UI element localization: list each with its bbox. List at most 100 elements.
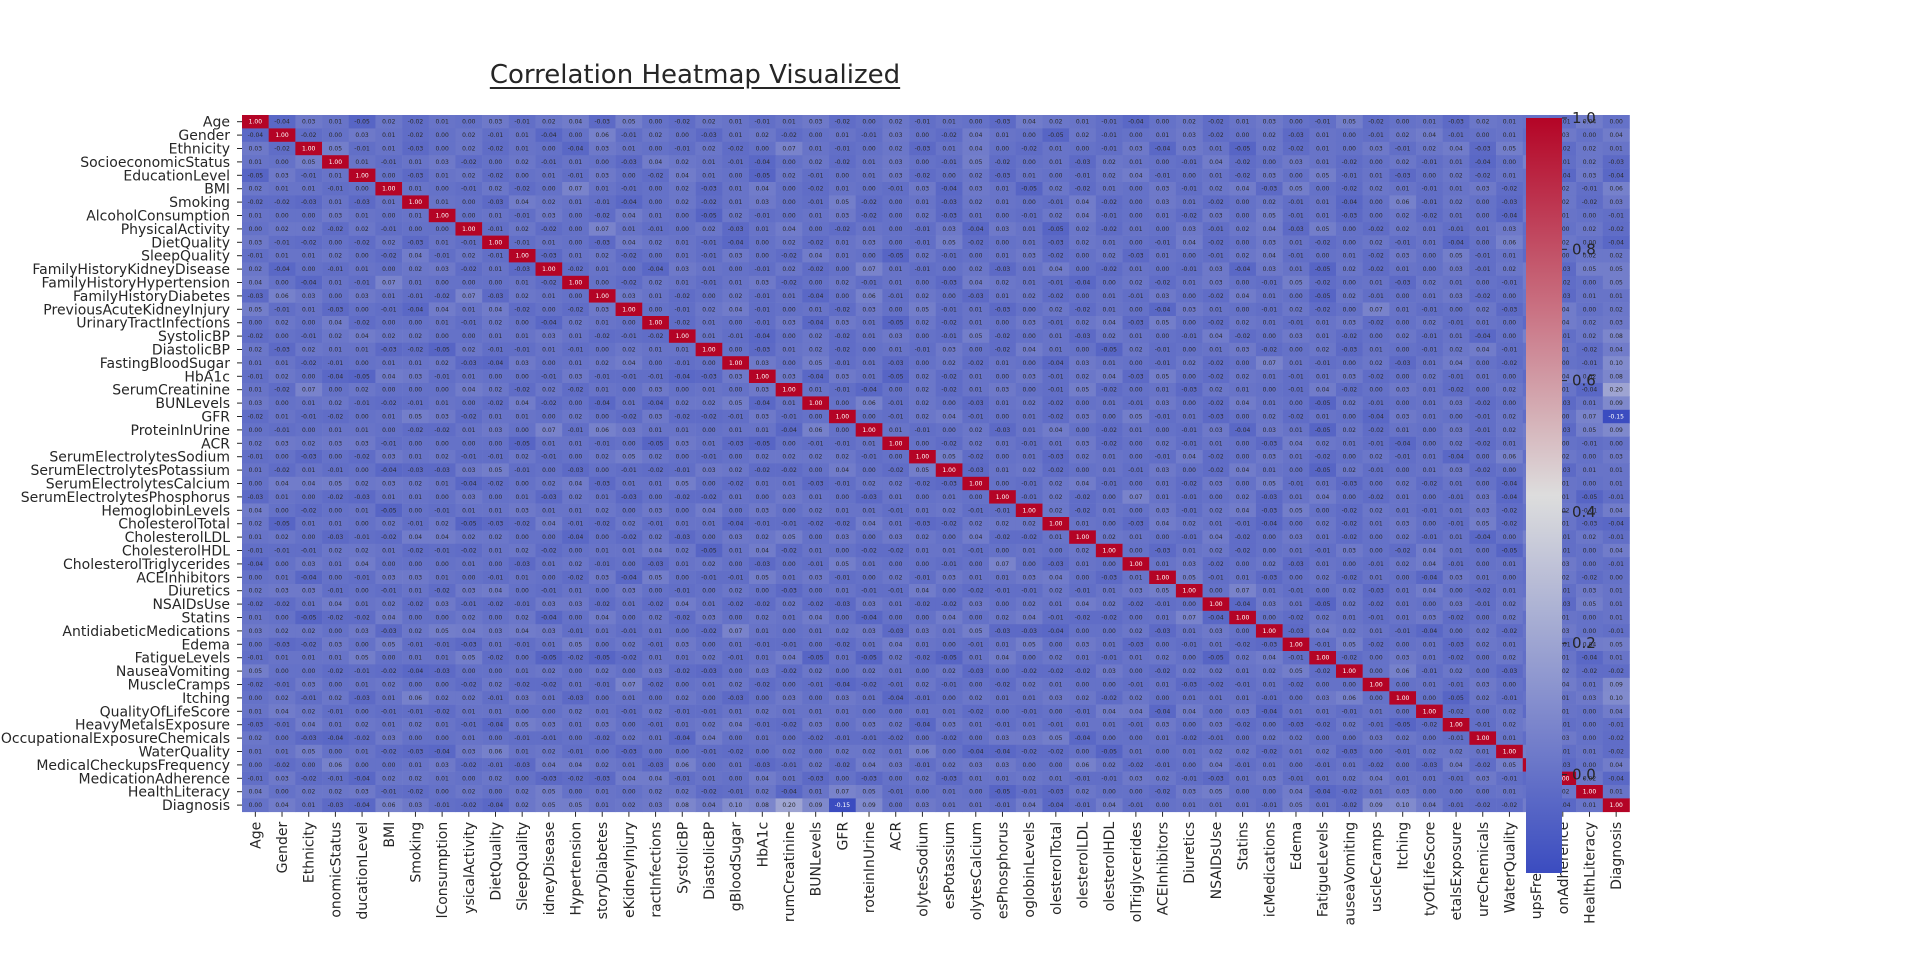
heatmap-cell-value: -0.02 [594, 735, 610, 742]
heatmap-cell-value: 0.01 [1449, 159, 1463, 166]
heatmap-cell-value: 0.05 [1289, 186, 1303, 193]
heatmap-cell-value: 0.01 [1476, 226, 1490, 233]
heatmap-cell-value: 0.00 [435, 132, 449, 139]
heatmap-cell [1069, 222, 1097, 236]
heatmap-cell [989, 168, 1017, 183]
heatmap-cell-value: 0.01 [1209, 347, 1223, 354]
heatmap-cell-value: 0.01 [1156, 735, 1170, 742]
heatmap-cell-value: -0.01 [461, 239, 477, 246]
heatmap-cell-value: 0.03 [1263, 601, 1277, 608]
heatmap-cell-value: -0.03 [621, 159, 637, 166]
heatmap-cell-value: 0.01 [729, 280, 743, 287]
heatmap-cell [935, 222, 963, 236]
heatmap-cell-value: -0.05 [381, 507, 397, 514]
heatmap-cell-value: 0.00 [916, 668, 930, 675]
heatmap-cell-value: -0.02 [434, 588, 450, 595]
heatmap-cell-value: 0.02 [596, 253, 610, 260]
heatmap-cell [1175, 155, 1203, 169]
heatmap-cell [1309, 155, 1337, 169]
heatmap-cell-value: 0.02 [1209, 749, 1223, 756]
heatmap-cell-value: 0.04 [702, 735, 716, 742]
heatmap-cell-value: 0.00 [275, 400, 289, 407]
heatmap-cell [535, 141, 563, 156]
heatmap-cell-value: 0.06 [489, 749, 503, 756]
heatmap-cell-value: 0.00 [275, 333, 289, 340]
heatmap-cell-value: 0.05 [302, 749, 316, 756]
heatmap-cell-value: 0.00 [649, 494, 663, 501]
heatmap-cell-value: 1.00 [1022, 507, 1036, 514]
heatmap-cell-value: 0.01 [809, 494, 823, 501]
heatmap-cell-value: 0.02 [569, 708, 583, 715]
heatmap-cell-value: 0.05 [942, 454, 956, 461]
heatmap-cell [242, 128, 269, 143]
heatmap-cell-value: 0.01 [1583, 467, 1597, 474]
heatmap-cell-value: 0.01 [1476, 373, 1490, 380]
heatmap-cell [1602, 128, 1630, 143]
heatmap-cell-value: 0.06 [275, 293, 289, 300]
heatmap-cell-value: -0.01 [1368, 132, 1384, 139]
heatmap-cell [1416, 182, 1444, 196]
heatmap-cell-value: 0.02 [889, 722, 903, 729]
heatmap-cell-value: 0.00 [862, 708, 876, 715]
heatmap-cell-value: 0.00 [916, 132, 930, 139]
heatmap-cell-value: -0.01 [408, 400, 424, 407]
heatmap-cell-value: 0.03 [489, 628, 503, 635]
heatmap-cell-value: 0.03 [1156, 293, 1170, 300]
heatmap-cell-value: -0.01 [1422, 306, 1438, 313]
heatmap-cell-value: -0.02 [781, 132, 797, 139]
heatmap-cell [375, 222, 403, 236]
heatmap-cell-value: 0.01 [489, 507, 503, 514]
heatmap-cell-value: 0.02 [916, 387, 930, 394]
heatmap-cell-value: 0.01 [1449, 548, 1463, 555]
heatmap-cell-value: 0.01 [1236, 387, 1250, 394]
heatmap-cell [535, 168, 563, 183]
heatmap-cell-value: -0.03 [1368, 588, 1384, 595]
heatmap-cell-value: 0.00 [996, 481, 1010, 488]
heatmap-cell-value: 0.01 [409, 213, 423, 220]
heatmap-cell [1602, 168, 1630, 183]
heatmap-cell-value: 0.00 [596, 159, 610, 166]
heatmap-cell-value: 0.00 [756, 239, 770, 246]
heatmap-cell-value: 0.00 [1583, 615, 1597, 622]
heatmap-cell-value: 0.01 [969, 655, 983, 662]
heatmap-cell-value: 0.00 [1183, 373, 1197, 380]
heatmap-cell-value: -0.01 [1342, 172, 1358, 179]
heatmap-cell-value: 0.03 [942, 347, 956, 354]
heatmap-cell [962, 182, 990, 196]
heatmap-cell-value: 0.03 [862, 306, 876, 313]
heatmap-cell-value: 0.01 [489, 266, 503, 273]
heatmap-cell-value: 0.00 [1156, 749, 1170, 756]
heatmap-cell-value: 0.01 [836, 708, 850, 715]
heatmap-cell-value: 0.02 [1103, 333, 1117, 340]
heatmap-cell [855, 115, 883, 129]
heatmap-cell-value: 0.02 [969, 266, 983, 273]
heatmap-cell-value: 0.05 [1263, 213, 1277, 220]
heatmap-cell-value: 0.00 [275, 615, 289, 622]
heatmap-cell-value: 0.00 [302, 494, 316, 501]
heatmap-cell-value: -0.01 [968, 414, 984, 421]
heatmap-cell-value: 0.03 [1476, 494, 1490, 501]
heatmap-cell-value: 0.00 [1263, 159, 1277, 166]
heatmap-cell [588, 141, 616, 156]
heatmap-cell-value: -0.02 [648, 601, 664, 608]
heatmap-cell [1255, 195, 1283, 210]
heatmap-cell-value: 0.01 [1369, 347, 1383, 354]
heatmap-cell-value: -0.03 [1342, 481, 1358, 488]
heatmap-cell-value: 0.04 [1129, 172, 1143, 179]
heatmap-cell-value: 0.02 [249, 186, 263, 193]
heatmap-cell-value: -0.03 [434, 668, 450, 675]
heatmap-cell-value: 0.00 [996, 320, 1010, 327]
heatmap-cell-value: 0.00 [942, 749, 956, 756]
heatmap-cell-value: 0.02 [996, 280, 1010, 287]
heatmap-cell-value: -0.01 [514, 467, 530, 474]
heatmap-cell-value: 0.01 [515, 494, 529, 501]
heatmap-cell-value: -0.01 [1422, 186, 1438, 193]
heatmap-cell-value: 0.02 [382, 119, 396, 126]
heatmap-cell-value: -0.01 [1448, 735, 1464, 742]
heatmap-cell-value: -0.01 [1315, 360, 1331, 367]
heatmap-cell-value: 0.03 [889, 172, 903, 179]
heatmap-cell-value: 0.01 [809, 146, 823, 153]
heatmap-cell-value: 0.02 [355, 722, 369, 729]
heatmap-cell [295, 141, 323, 156]
heatmap-cell [1149, 195, 1177, 210]
